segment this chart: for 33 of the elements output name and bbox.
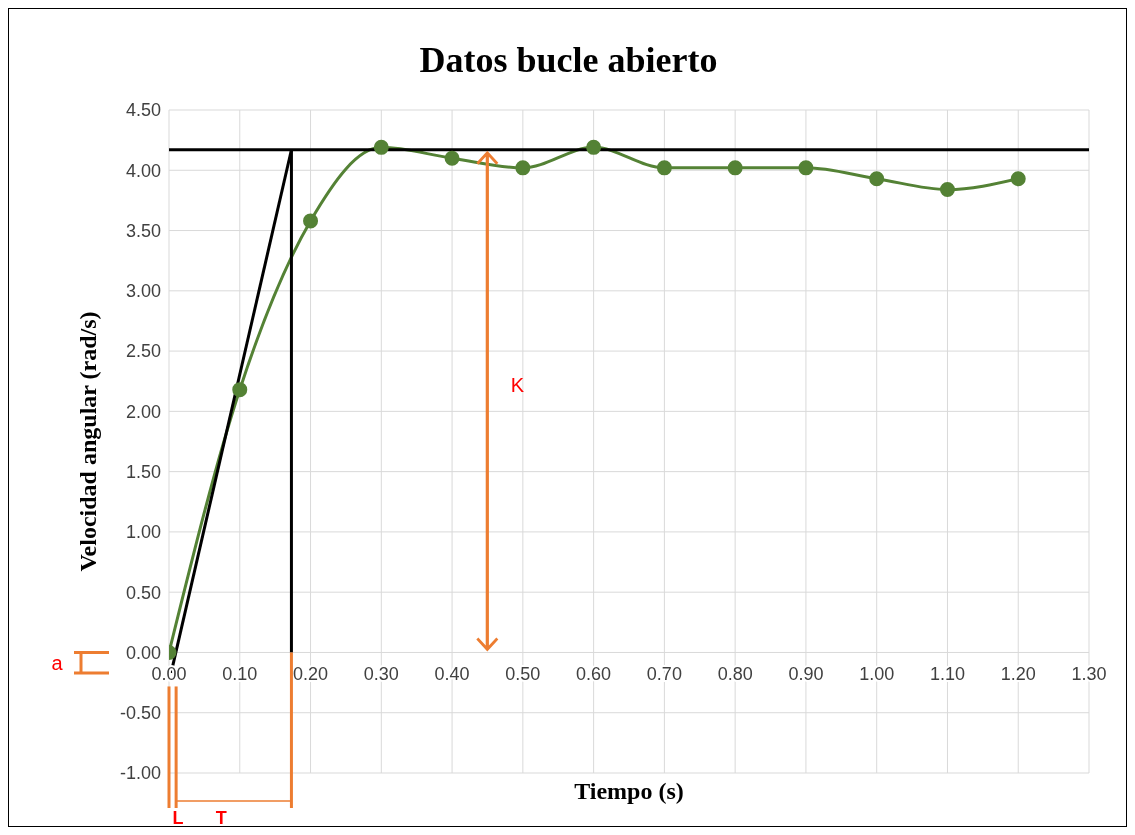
x-tick-label: 0.90 bbox=[788, 664, 824, 685]
y-tick-label: 3.00 bbox=[125, 281, 161, 302]
x-tick-label: 0.20 bbox=[293, 664, 329, 685]
y-tick-label: 1.50 bbox=[125, 462, 161, 483]
y-tick-label: 0.00 bbox=[125, 642, 161, 663]
y-tick-label: -1.00 bbox=[119, 763, 161, 784]
text: T bbox=[215, 808, 227, 828]
y-tick-label: -0.50 bbox=[119, 703, 161, 724]
x-tick-label: 0.80 bbox=[717, 664, 753, 685]
x-tick-label: 0.40 bbox=[434, 664, 470, 685]
x-tick-label: 1.10 bbox=[929, 664, 965, 685]
y-tick-label: 2.50 bbox=[125, 341, 161, 362]
y-tick-label: 1.00 bbox=[125, 522, 161, 543]
x-tick-label: 1.20 bbox=[1000, 664, 1036, 685]
x-tick-label: 0.10 bbox=[222, 664, 258, 685]
x-tick-label: 0.00 bbox=[151, 664, 187, 685]
y-axis-title: Velocidad angular (rad/s) bbox=[74, 311, 101, 572]
y-tick-label: 4.50 bbox=[125, 100, 161, 121]
x-tick-label: 1.30 bbox=[1071, 664, 1107, 685]
text: L bbox=[172, 808, 184, 828]
x-tick-label: 0.30 bbox=[363, 664, 399, 685]
y-tick-label: 0.50 bbox=[125, 582, 161, 603]
x-tick-label: 0.60 bbox=[576, 664, 612, 685]
chart-title: Datos bucle abierto bbox=[418, 39, 719, 81]
x-tick-label: 0.70 bbox=[646, 664, 682, 685]
y-tick-label: 4.00 bbox=[125, 160, 161, 181]
x-tick-label: 1.00 bbox=[859, 664, 895, 685]
text: a bbox=[51, 651, 64, 674]
x-axis-title: Tiempo (s) bbox=[573, 778, 685, 805]
y-tick-label: 3.50 bbox=[125, 220, 161, 241]
x-tick-label: 0.50 bbox=[505, 664, 541, 685]
annotation: K bbox=[510, 373, 525, 396]
y-tick-label: 2.00 bbox=[125, 401, 161, 422]
